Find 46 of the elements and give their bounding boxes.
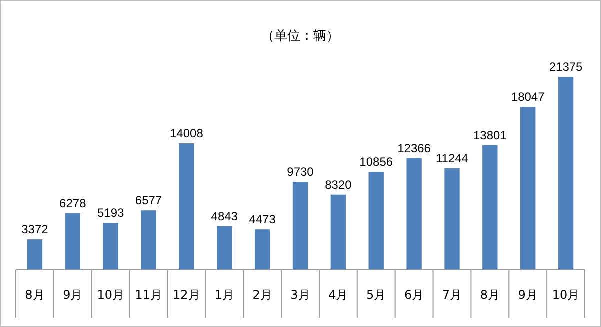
x-tick-label: 1月 <box>214 288 234 302</box>
data-label: 6278 <box>60 196 87 210</box>
data-label: 13801 <box>473 128 508 142</box>
data-label: 9730 <box>287 165 314 180</box>
x-tick-label: 9月 <box>63 288 83 302</box>
x-tick-label: 2月 <box>252 288 272 302</box>
bar <box>406 158 422 270</box>
bar <box>558 77 574 270</box>
bar <box>254 230 270 270</box>
x-tick-label: 11月 <box>135 288 162 302</box>
data-label: 18047 <box>511 90 546 104</box>
x-tick-label: 7月 <box>442 288 462 302</box>
bar <box>217 226 232 270</box>
x-tick-label: 6月 <box>404 288 424 302</box>
data-label: 14008 <box>170 126 204 141</box>
data-label: 4843 <box>211 209 238 224</box>
x-tick-label: 12月 <box>173 288 200 302</box>
data-label: 8320 <box>325 178 352 192</box>
bar <box>444 168 460 270</box>
x-tick-label: 4月 <box>328 288 348 302</box>
bar <box>482 145 498 270</box>
data-label: 3372 <box>22 222 49 237</box>
data-label: 12366 <box>398 141 432 156</box>
x-tick-label: 10月 <box>552 288 580 302</box>
bar <box>179 144 194 270</box>
bar <box>330 194 346 270</box>
data-label: 5193 <box>97 206 125 220</box>
bar <box>520 107 536 270</box>
x-tick-label: 10月 <box>97 288 124 302</box>
x-tick-label: 8月 <box>480 288 500 302</box>
x-tick-label: 3月 <box>290 288 310 302</box>
data-label: 10856 <box>360 154 394 169</box>
chart-subtitle: （单位：辆） <box>262 29 340 44</box>
data-label: 4473 <box>249 212 276 227</box>
x-tick-label: 5月 <box>366 288 386 302</box>
bar <box>103 223 118 270</box>
data-label: 6577 <box>135 194 162 208</box>
bar <box>27 240 43 270</box>
bar <box>65 213 80 270</box>
data-label: 11244 <box>436 151 469 166</box>
x-tick-label: 8月 <box>25 288 45 302</box>
x-tick-label: 9月 <box>518 288 538 302</box>
bar <box>141 210 156 270</box>
bar <box>368 172 384 270</box>
bar <box>292 182 308 270</box>
data-label: 21375 <box>549 60 584 74</box>
